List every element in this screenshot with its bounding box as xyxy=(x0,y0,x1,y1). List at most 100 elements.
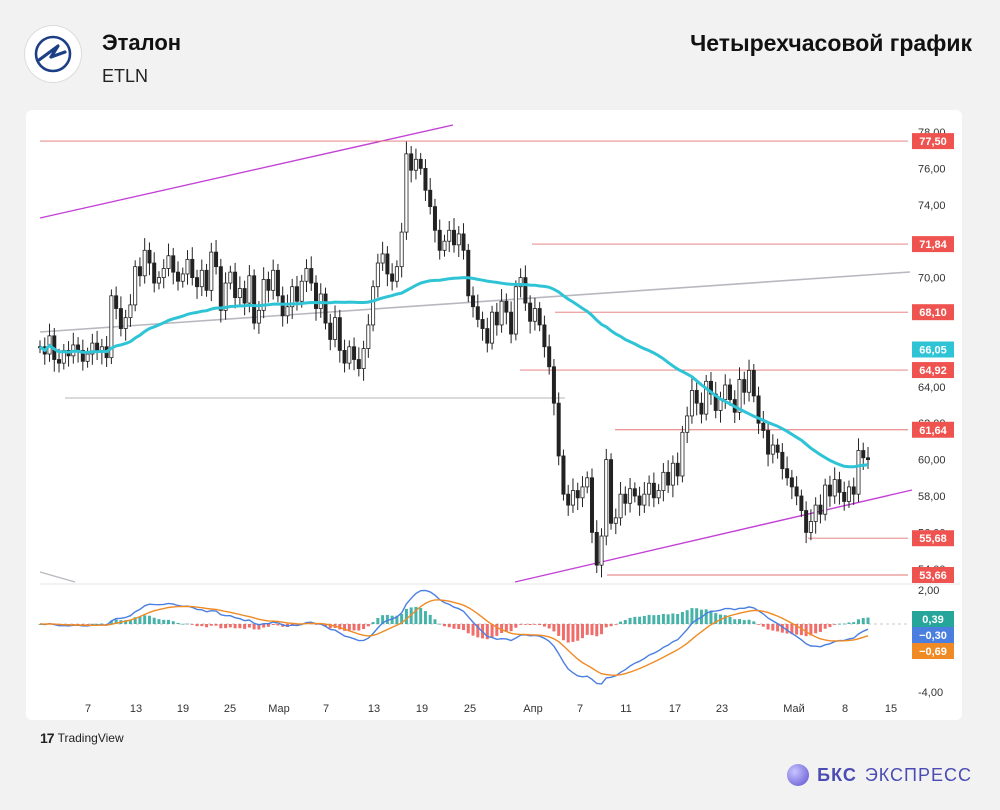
macd-histogram-bar xyxy=(166,619,170,624)
macd-histogram-bar xyxy=(856,619,860,624)
y-tick-label: 60,00 xyxy=(918,455,946,467)
candle xyxy=(585,471,590,494)
candle xyxy=(418,152,423,175)
candle xyxy=(742,371,747,405)
macd-histogram-bar xyxy=(276,624,280,626)
macd-histogram-bar xyxy=(752,621,756,624)
candle xyxy=(333,305,338,348)
candle xyxy=(509,301,514,344)
candle-body xyxy=(375,262,380,288)
candle-body xyxy=(294,286,299,302)
candle xyxy=(670,455,675,498)
bks-brand: БКС xyxy=(817,764,857,785)
macd-histogram-bar xyxy=(114,619,118,624)
candle-body xyxy=(223,282,228,311)
macd-histogram-bar xyxy=(438,623,442,625)
candle xyxy=(566,484,571,516)
macd-histogram-bar xyxy=(395,615,399,624)
macd-histogram-bar xyxy=(205,624,209,628)
macd-value-box xyxy=(912,643,954,659)
tradingview-icon: 17 xyxy=(40,730,55,746)
candle-body xyxy=(490,311,495,344)
candle xyxy=(442,234,447,257)
candle xyxy=(85,347,90,368)
macd-histogram-bar xyxy=(509,624,513,632)
macd-histogram-bar xyxy=(647,614,651,624)
candle-body xyxy=(808,521,813,533)
candle xyxy=(699,392,704,424)
macd-histogram-bar xyxy=(452,624,456,629)
candle xyxy=(689,378,694,424)
candle xyxy=(375,253,380,298)
candle-body xyxy=(85,353,90,362)
candle xyxy=(747,359,752,402)
x-tick-label: 23 xyxy=(716,703,728,715)
macd-histogram-bar xyxy=(785,624,789,634)
candle-body xyxy=(632,488,637,497)
candle xyxy=(209,242,214,302)
price-level-text: 77,50 xyxy=(919,136,947,148)
candle xyxy=(827,475,832,507)
macd-histogram-bar xyxy=(124,620,128,624)
candle-body xyxy=(256,309,261,324)
candle-body xyxy=(214,251,219,268)
macd-histogram-bar xyxy=(371,622,375,624)
macd-histogram-bar xyxy=(600,624,604,635)
candle xyxy=(390,263,395,291)
macd-histogram-bar xyxy=(243,624,247,629)
candle-body xyxy=(799,495,804,511)
candle xyxy=(261,267,266,319)
macd-histogram-bar xyxy=(476,624,480,638)
macd-histogram-bar xyxy=(861,618,865,624)
macd-histogram-bar xyxy=(200,624,204,627)
macd-histogram-bar xyxy=(423,611,427,624)
candle xyxy=(846,480,851,508)
candle-body xyxy=(333,317,338,340)
macd-histogram-bar xyxy=(790,624,794,635)
macd-histogram-bar xyxy=(224,624,228,629)
candle-body xyxy=(418,158,423,169)
candle xyxy=(775,438,780,459)
macd-histogram-bar xyxy=(590,624,594,636)
candle-body xyxy=(628,488,633,504)
candle-body xyxy=(528,302,533,322)
last-price-box xyxy=(912,341,954,358)
x-tick-label: 13 xyxy=(368,703,380,715)
macd-histogram-bar xyxy=(162,619,166,624)
candle-body xyxy=(485,328,490,344)
macd-histogram-bar xyxy=(266,624,270,627)
candle-body xyxy=(766,430,771,455)
candle xyxy=(137,257,142,287)
candle xyxy=(109,289,114,365)
price-level-box xyxy=(912,421,954,438)
candle xyxy=(528,295,533,334)
price-level-label: 68,10 xyxy=(912,304,954,321)
candle-body xyxy=(575,490,580,499)
macd-histogram-bar xyxy=(157,619,161,624)
candle xyxy=(133,260,138,312)
candle xyxy=(661,463,666,502)
macd-histogram-bar xyxy=(728,616,732,624)
candle-body xyxy=(147,249,152,264)
macd-histogram-bar xyxy=(214,624,218,626)
macd-histogram-bar xyxy=(766,624,770,630)
candle xyxy=(399,222,404,278)
macd-histogram-bar xyxy=(595,624,599,637)
candle-body xyxy=(185,258,190,275)
macd-histogram-bar xyxy=(661,613,665,624)
y-tick-label: 58,00 xyxy=(918,491,946,503)
macd-histogram-bar xyxy=(609,624,613,627)
candle-body xyxy=(785,468,790,479)
macd-histogram-bar xyxy=(576,624,580,641)
candle xyxy=(180,267,185,288)
candle-body xyxy=(337,317,342,351)
candle xyxy=(437,219,442,260)
macd-histogram-bar xyxy=(638,616,642,624)
macd-histogram-bar xyxy=(109,620,113,624)
candle-body xyxy=(604,459,609,537)
candle xyxy=(237,276,242,306)
candle xyxy=(356,347,361,377)
candle xyxy=(794,476,799,506)
candle xyxy=(580,476,585,508)
